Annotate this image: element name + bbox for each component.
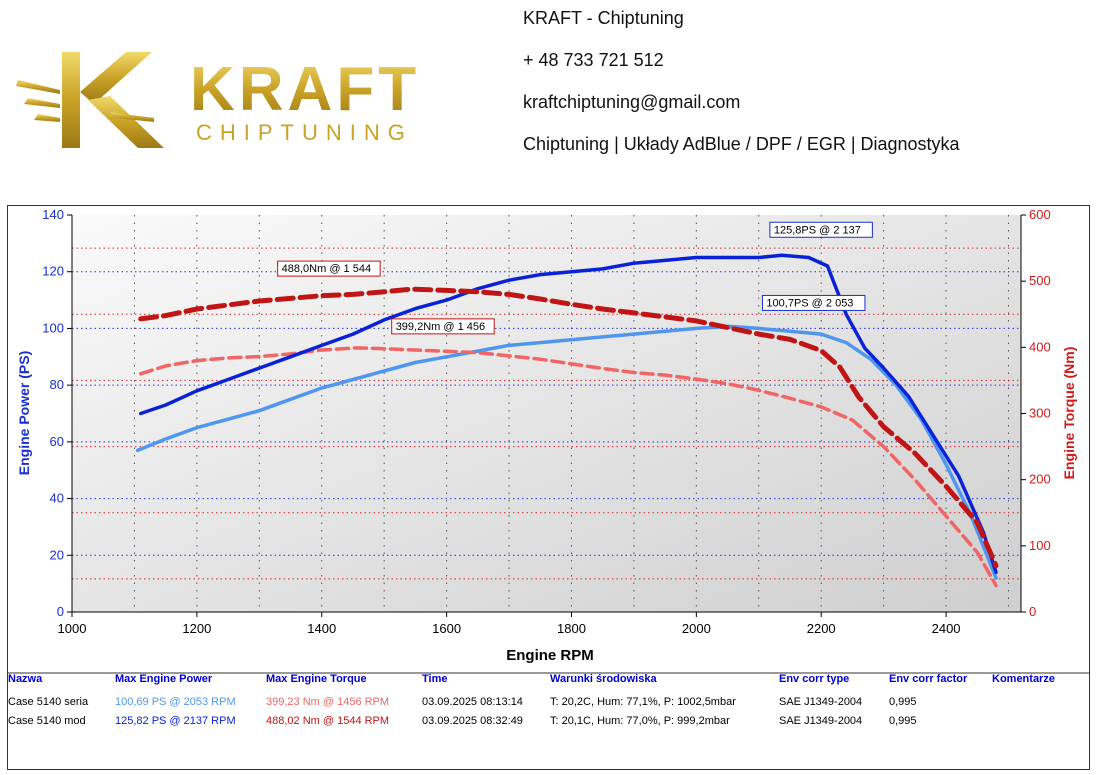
header-corr-factor: Env corr factor — [889, 673, 968, 685]
row-name: Case 5140 seria — [8, 696, 89, 708]
grid — [72, 215, 1021, 612]
annotation-text: 100,7PS @ 2 053 — [766, 297, 853, 309]
kraft-logo: KRAFT CHIPTUNING — [16, 52, 420, 148]
row-conditions: T: 20,1C, Hum: 77,0%, P: 999,2mbar — [550, 715, 730, 727]
mod-torque-line — [138, 286, 999, 569]
logo-subtext: CHIPTUNING — [196, 120, 413, 145]
row-torque: 488,02 Nm @ 1544 RPM — [266, 715, 390, 727]
dyno-chart: 1000 1200 1400 1600 1800 2000 2200 240002040608… — [8, 207, 1089, 674]
y-right-tick-label: 200 — [1029, 472, 1051, 487]
row-corr-type: SAE J1349-2004 — [779, 696, 863, 708]
annotation-text: 399,2Nm @ 1 456 — [396, 321, 485, 333]
annotations: 125,8PS @ 2 137 100,7PS @ 2 053 488,0Nm @ … — [277, 221, 873, 335]
x-tick-label: 1600 — [432, 621, 461, 636]
row-corr-type: SAE J1349-2004 — [779, 715, 863, 727]
y-left-tick-label: 100 — [42, 320, 64, 335]
x-tick-label: 1800 — [557, 621, 586, 636]
services-line: Chiptuning | Układy AdBlue / DPF / EGR |… — [523, 134, 960, 154]
row-power: 100,69 PS @ 2053 RPM — [115, 696, 236, 708]
x-tick-label: 1200 — [182, 621, 211, 636]
annotation-box — [391, 318, 495, 335]
y-left-tick-label: 0 — [57, 604, 64, 619]
annotation-box — [761, 294, 866, 311]
y-left-tick-label: 80 — [50, 377, 64, 392]
y-right-tick-label: 600 — [1029, 207, 1051, 222]
kraft-emblem — [16, 52, 164, 148]
plot-background — [72, 215, 1021, 612]
mod-power-line — [138, 253, 998, 575]
x-tick-label: 2000 — [682, 621, 711, 636]
company-name: KRAFT - Chiptuning — [523, 8, 684, 28]
y-right-tick-label: 0 — [1029, 604, 1036, 619]
annotation-text: 488,0Nm @ 1 544 — [282, 263, 371, 275]
y-right-tick-label: 300 — [1029, 406, 1051, 421]
y-right-axis-label: Engine Torque (Nm) — [1061, 347, 1077, 480]
mod-power-peak-label: 125,8PS @ 2 137 — [769, 221, 873, 238]
header-max-torque: Max Engine Torque — [266, 673, 367, 685]
stock-power-peak-label: 100,7PS @ 2 053 — [761, 294, 866, 311]
stock-torque-peak-label: 399,2Nm @ 1 456 — [391, 318, 495, 335]
row-power: 125,82 PS @ 2137 RPM — [115, 715, 236, 727]
y-right-tick-label: 100 — [1029, 538, 1051, 553]
x-tick-label: 2400 — [932, 621, 961, 636]
axes: 1000 1200 1400 1600 1800 2000 2200 240002040608… — [42, 207, 1050, 636]
y-left-tick-label: 60 — [50, 434, 64, 449]
header-max-power: Max Engine Power — [115, 673, 213, 685]
row-corr-factor: 0,995 — [889, 715, 917, 727]
logo-text: KRAFT — [190, 55, 420, 124]
row-name: Case 5140 mod — [8, 715, 86, 727]
mod-torque-peak-label: 488,0Nm @ 1 544 — [277, 260, 381, 277]
row-torque: 399,23 Nm @ 1456 RPM — [266, 696, 390, 708]
row-conditions: T: 20,2C, Hum: 77,1%, P: 1002,5mbar — [550, 696, 736, 708]
x-tick-label: 1400 — [307, 621, 336, 636]
annotation-box — [769, 221, 873, 238]
row-time: 03.09.2025 08:32:49 — [422, 715, 523, 727]
y-left-axis-label: Engine Power (PS) — [16, 351, 32, 475]
header-nazwa: Nazwa — [8, 673, 43, 685]
annotation-box — [277, 260, 381, 277]
y-left-tick-label: 120 — [42, 264, 64, 279]
header-comments: Komentarze — [992, 673, 1055, 685]
email-address: kraftchiptuning@gmail.com — [523, 92, 741, 112]
x-tick-label: 1000 — [58, 621, 87, 636]
header-conditions: Warunki środowiska — [550, 673, 657, 685]
header-corr-type: Env corr type — [779, 673, 850, 685]
stock-torque-line — [138, 346, 998, 588]
annotation-text: 125,8PS @ 2 137 — [774, 224, 861, 236]
dyno-report-frame: 1000 1200 1400 1600 1800 2000 2200 2400 0 20 40 60 8… — [7, 205, 1090, 770]
series-layer — [135, 253, 999, 588]
x-tick-label: 2200 — [807, 621, 836, 636]
x-axis-label: Engine RPM — [506, 647, 594, 664]
y-left-tick-label: 140 — [42, 207, 64, 222]
row-time: 03.09.2025 08:13:14 — [422, 696, 523, 708]
y-left-tick-label: 20 — [50, 547, 64, 562]
stock-power-line — [135, 324, 998, 580]
phone-number: + 48 733 721 512 — [523, 50, 664, 70]
header-time: Time — [422, 673, 448, 685]
y-right-tick-label: 500 — [1029, 273, 1051, 288]
row-corr-factor: 0,995 — [889, 696, 917, 708]
y-left-tick-label: 40 — [50, 491, 64, 506]
y-right-tick-label: 400 — [1029, 339, 1051, 354]
